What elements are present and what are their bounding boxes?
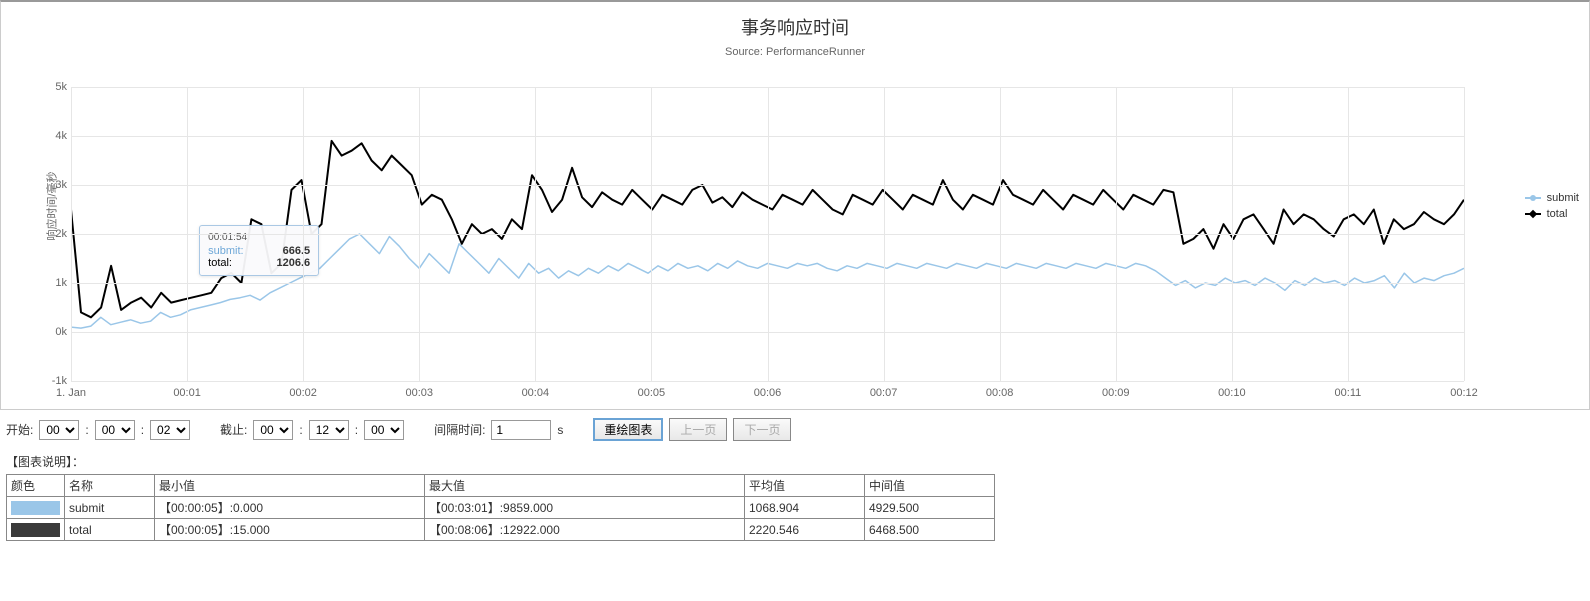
chart-tooltip: 00:01:54 submit:666.5 total:1206.6 xyxy=(199,225,319,276)
end-label: 截止: xyxy=(220,421,247,438)
tooltip-submit-label: submit: xyxy=(208,245,243,257)
next-page-button[interactable]: 下一页 xyxy=(733,418,791,441)
th-med: 中间值 xyxy=(865,475,995,497)
tooltip-total-value: 1206.6 xyxy=(276,257,310,269)
interval-input[interactable] xyxy=(491,420,551,440)
interval-unit: s xyxy=(557,423,563,437)
th-avg: 平均值 xyxy=(745,475,865,497)
table-row: submit【00:00:05】:0.000【00:03:01】:9859.00… xyxy=(7,497,995,519)
stats-header-row: 颜色 名称 最小值 最大值 平均值 中间值 xyxy=(7,475,995,497)
end-min-select[interactable]: 00010212 xyxy=(309,420,349,440)
th-color: 颜色 xyxy=(7,475,65,497)
legend-swatch-submit xyxy=(1525,197,1541,199)
chart-title: 事务响应时间 xyxy=(1,2,1589,40)
table-row: total【00:00:05】:15.000【00:08:06】:12922.0… xyxy=(7,519,995,541)
start-label: 开始: xyxy=(6,421,33,438)
th-name: 名称 xyxy=(65,475,155,497)
redraw-button[interactable]: 重绘图表 xyxy=(593,418,663,441)
tooltip-total-label: total: xyxy=(208,257,232,269)
tooltip-submit-value: 666.5 xyxy=(283,245,311,257)
legend-label-submit: submit xyxy=(1547,192,1579,204)
legend: submit total xyxy=(1525,188,1579,224)
start-sec-select[interactable]: 000102 xyxy=(150,420,190,440)
legend-item-total[interactable]: total xyxy=(1525,208,1579,220)
th-max: 最大值 xyxy=(425,475,745,497)
start-min-select[interactable]: 00010212 xyxy=(95,420,135,440)
interval-label: 间隔时间: xyxy=(434,421,485,438)
legend-item-submit[interactable]: submit xyxy=(1525,192,1579,204)
legend-label-total: total xyxy=(1547,208,1568,220)
description-label: 【图表说明】： xyxy=(0,449,1590,472)
controls-bar: 开始: 00010203: 00010212: 000102 截止: 00010… xyxy=(0,410,1590,449)
stats-table: 颜色 名称 最小值 最大值 平均值 中间值 submit【00:00:05】:0… xyxy=(6,474,995,541)
chart-panel: 事务响应时间 Source: PerformanceRunner 响应时间/毫秒… xyxy=(0,0,1590,410)
th-min: 最小值 xyxy=(155,475,425,497)
chart-subtitle: Source: PerformanceRunner xyxy=(1,40,1589,58)
end-sec-select[interactable]: 000102 xyxy=(364,420,404,440)
end-hour-select[interactable]: 00010203 xyxy=(253,420,293,440)
plot-area[interactable]: 00:01:54 submit:666.5 total:1206.6 -1k0k… xyxy=(71,87,1464,381)
start-hour-select[interactable]: 00010203 xyxy=(39,420,79,440)
legend-swatch-total xyxy=(1525,213,1541,215)
prev-page-button[interactable]: 上一页 xyxy=(669,418,727,441)
